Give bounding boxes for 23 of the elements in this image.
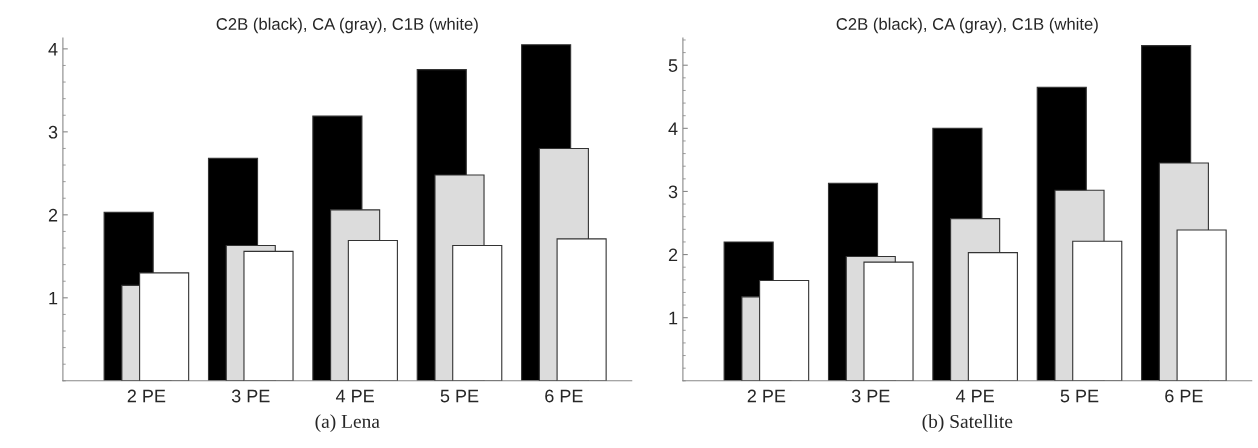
x-tick-label: 5 PE	[1060, 389, 1099, 403]
y-tick-label: 4	[668, 122, 678, 135]
chart-title: C2B (black), CA (gray), C1B (white)	[836, 17, 1098, 34]
x-tick-label: 4 PE	[955, 389, 994, 403]
x-tick-label: 5 PE	[440, 389, 479, 403]
x-tick-label: 3 PE	[851, 389, 890, 403]
x-tick-label: 3 PE	[231, 389, 270, 403]
y-tick-label: 4	[48, 42, 58, 56]
y-tick-label: 3	[48, 125, 58, 139]
y-tick-label: 5	[668, 59, 678, 72]
y-tick-label: 2	[668, 248, 678, 262]
y-tick-label: 2	[48, 208, 58, 222]
y-tick-label: 3	[668, 185, 678, 199]
x-tick-label: 2 PE	[747, 389, 786, 403]
x-axis-title: (b) Satellite	[922, 414, 1013, 432]
x-tick-label: 4 PE	[335, 389, 374, 403]
x-axis-title: (a) Lena	[315, 414, 380, 432]
y-tick-label: 1	[49, 291, 58, 305]
chart-title: C2B (black), CA (gray), C1B (white)	[216, 17, 478, 34]
x-tick-label: 6 PE	[545, 389, 583, 403]
x-tick-label: 2 PE	[127, 389, 166, 403]
x-tick-label: 6 PE	[1165, 389, 1203, 403]
y-tick-label: 1	[669, 311, 678, 325]
